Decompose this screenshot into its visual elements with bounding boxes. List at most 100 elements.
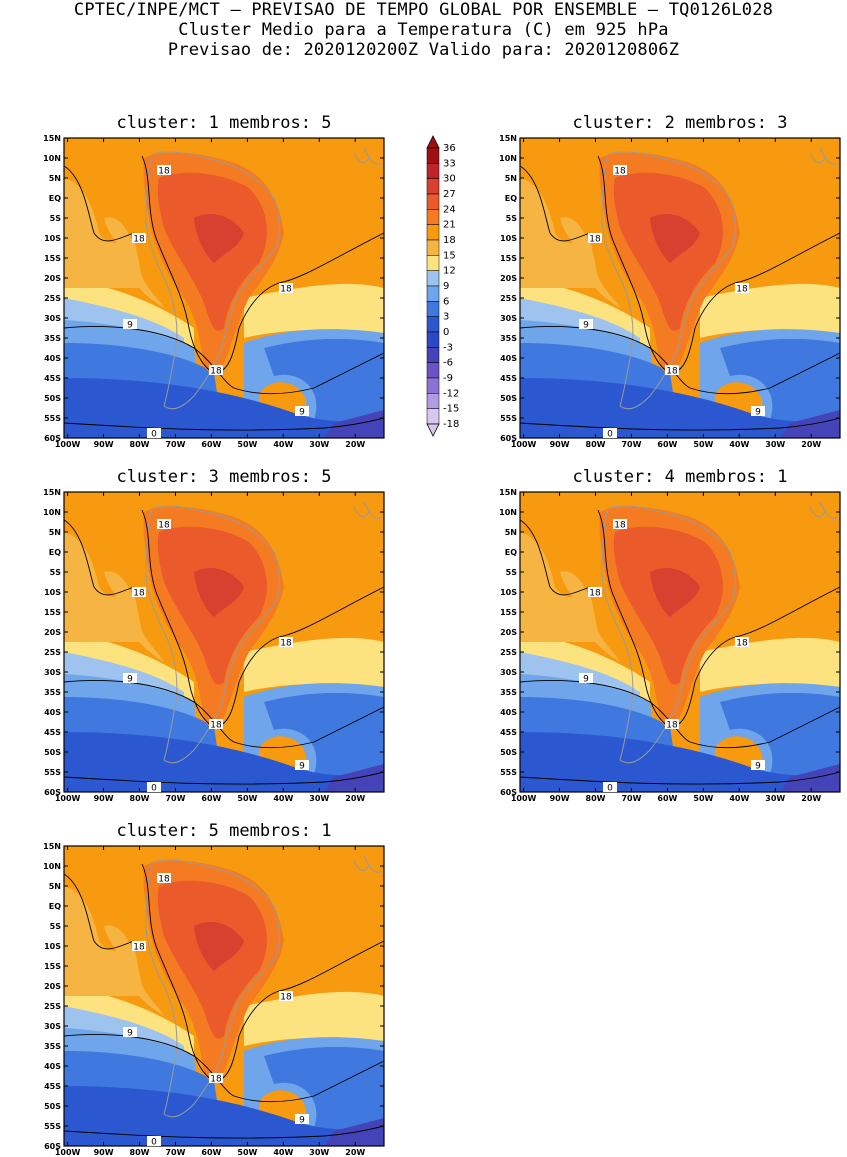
svg-text:18: 18 — [133, 943, 145, 953]
lat-tick-label: 50S — [44, 1102, 61, 1111]
contour-label: 9 — [123, 319, 137, 331]
lon-tick-label: 20W — [801, 794, 821, 803]
lat-tick-label: 5S — [506, 568, 518, 577]
contour-label: 18 — [735, 637, 749, 649]
contour-label: 18 — [735, 283, 749, 295]
contour-label: 18 — [132, 941, 146, 953]
colorbar-tick-label: 36 — [443, 143, 456, 154]
lon-tick-label: 30W — [309, 794, 329, 803]
colorbar-tick-label: 27 — [443, 189, 456, 200]
lat-tick-label: 55S — [500, 414, 517, 423]
map-field-2 — [520, 138, 840, 438]
lat-tick-label: 25S — [44, 648, 61, 657]
contour-label: 18 — [613, 165, 627, 177]
contour-label: 9 — [751, 406, 765, 418]
lat-tick-label: EQ — [505, 548, 517, 557]
colorbar-segment — [426, 331, 440, 348]
lon-tick-label: 80W — [586, 794, 606, 803]
lat-tick-label: 50S — [44, 394, 61, 403]
lat-tick-label: 40S — [44, 1062, 61, 1071]
lon-tick-label: 100W — [55, 794, 81, 803]
lat-tick-label: EQ — [49, 902, 61, 911]
lon-tick-label: 70W — [165, 794, 185, 803]
svg-text:18: 18 — [210, 1075, 222, 1085]
contour-label: 18 — [588, 233, 602, 245]
colorbar-max-arrow — [426, 135, 440, 149]
lat-tick-label: 35S — [500, 334, 517, 343]
lon-tick-label: 30W — [765, 440, 785, 449]
lat-tick-label: 15N — [499, 488, 517, 497]
lat-tick-label: 35S — [500, 688, 517, 697]
contour-label: 18 — [132, 587, 146, 599]
lat-tick-label: 60S — [500, 434, 517, 443]
lat-tick-label: 55S — [500, 768, 517, 777]
svg-text:0: 0 — [151, 1138, 157, 1148]
figure-title-line3: Previsao de: 2020120200Z Valido para: 20… — [167, 40, 680, 60]
contour-label: 9 — [751, 760, 765, 772]
lat-tick-label: 5S — [506, 214, 518, 223]
lon-tick-label: 30W — [765, 794, 785, 803]
lat-tick-label: 10S — [44, 234, 61, 243]
panel-title-3: cluster: 3 membros: 5 — [116, 467, 332, 487]
svg-text:18: 18 — [589, 235, 601, 245]
lon-tick-label: 20W — [345, 794, 365, 803]
colorbar-tick-label: -18 — [443, 419, 459, 430]
colorbar-segment — [426, 163, 440, 179]
lon-tick-label: 100W — [511, 440, 537, 449]
lat-tick-label: 55S — [44, 414, 61, 423]
lon-tick-label: 40W — [729, 440, 749, 449]
lon-tick-label: 90W — [550, 440, 570, 449]
lat-tick-label: 25S — [44, 1002, 61, 1011]
contour-label: 18 — [209, 719, 223, 731]
lon-tick-label: 70W — [165, 1148, 185, 1157]
lat-tick-label: 5N — [49, 882, 61, 891]
figure-header: CPTEC/INPE/MCT – PREVISAO DE TEMPO GLOBA… — [0, 0, 847, 60]
lon-tick-label: 20W — [801, 440, 821, 449]
lon-tick-label: 50W — [237, 1148, 257, 1157]
lon-tick-label: 60W — [201, 1148, 221, 1157]
colorbar-tick-label: 9 — [443, 281, 449, 292]
colorbar-segment — [426, 239, 440, 256]
colorbar-tick-label: -6 — [443, 358, 453, 369]
lon-tick-label: 90W — [94, 794, 114, 803]
lon-tick-label: 40W — [273, 1148, 293, 1157]
svg-text:18: 18 — [280, 639, 292, 649]
svg-text:18: 18 — [133, 235, 145, 245]
lon-tick-label: 50W — [237, 794, 257, 803]
contour-label: 9 — [295, 1114, 309, 1126]
svg-text:9: 9 — [127, 321, 133, 331]
lon-tick-label: 40W — [273, 794, 293, 803]
lat-tick-label: 10S — [500, 588, 517, 597]
lat-tick-label: 60S — [44, 434, 61, 443]
lon-tick-label: 40W — [729, 794, 749, 803]
lon-tick-label: 90W — [94, 1148, 114, 1157]
svg-text:18: 18 — [589, 589, 601, 599]
map-panel-5: 18 18 18 9 18 9 0 15N 10N 5N EQ 5S 10S 15S 20S 25S 30S 35… — [43, 842, 385, 1157]
lat-tick-label: EQ — [505, 194, 517, 203]
lat-tick-label: 30S — [500, 314, 517, 323]
lon-tick-label: 60W — [201, 794, 221, 803]
lon-tick-label: 90W — [94, 440, 114, 449]
colorbar-tick-label: -12 — [443, 388, 459, 399]
lat-tick-label: 20S — [44, 982, 61, 991]
svg-text:9: 9 — [583, 321, 589, 331]
lat-tick-label: 10N — [43, 508, 61, 517]
contour-label: 18 — [665, 719, 679, 731]
colorbar-segment — [426, 285, 440, 302]
lat-tick-label: 55S — [44, 1122, 61, 1131]
lat-tick-label: 5N — [505, 174, 517, 183]
svg-text:9: 9 — [583, 675, 589, 685]
lon-tick-label: 70W — [621, 440, 641, 449]
contour-label: 18 — [209, 365, 223, 377]
colorbar-segment — [426, 301, 440, 317]
lon-tick-label: 20W — [345, 1148, 365, 1157]
lat-tick-label: 40S — [44, 708, 61, 717]
colorbar-segment — [426, 147, 440, 164]
colorbar-tick-label: 24 — [443, 204, 456, 215]
colorbar-tick-label: 12 — [443, 266, 456, 277]
lat-tick-label: 10S — [500, 234, 517, 243]
contour-label: 18 — [588, 587, 602, 599]
lon-tick-label: 60W — [657, 794, 677, 803]
lat-tick-label: 15N — [43, 842, 61, 851]
